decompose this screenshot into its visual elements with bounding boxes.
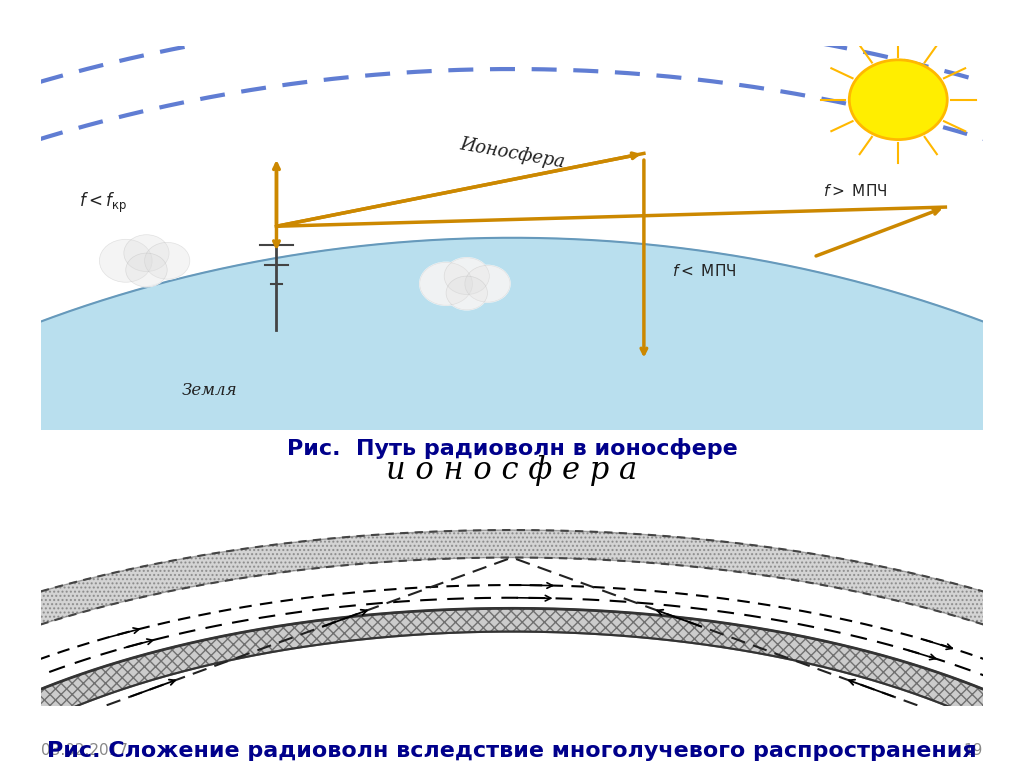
- Circle shape: [420, 262, 472, 305]
- Text: Ионосфера: Ионосфера: [458, 135, 566, 172]
- Text: $f <$ МПЧ: $f <$ МПЧ: [672, 263, 736, 279]
- Circle shape: [126, 253, 167, 287]
- Polygon shape: [0, 608, 1024, 767]
- Text: 19: 19: [964, 742, 983, 758]
- Text: Рис. Сложение радиоволн вследствие многолучевого распространения: Рис. Сложение радиоволн вследствие много…: [47, 741, 977, 761]
- Circle shape: [444, 258, 489, 295]
- Circle shape: [144, 242, 189, 279]
- Circle shape: [465, 265, 510, 302]
- Text: 03.02.2017: 03.02.2017: [41, 742, 128, 758]
- Circle shape: [446, 276, 487, 310]
- Circle shape: [99, 239, 153, 282]
- Text: Рис.  Путь радиоволн в ионосфере: Рис. Путь радиоволн в ионосфере: [287, 438, 737, 459]
- Text: $f < f_{\rm кр}$: $f < f_{\rm кр}$: [79, 191, 127, 215]
- Text: $f >$ МПЧ: $f >$ МПЧ: [823, 183, 888, 199]
- Circle shape: [446, 276, 487, 310]
- Circle shape: [124, 235, 169, 272]
- Text: Земля: Земля: [182, 382, 238, 399]
- Circle shape: [144, 242, 189, 279]
- Circle shape: [99, 239, 153, 282]
- Polygon shape: [0, 530, 1024, 739]
- Circle shape: [420, 262, 472, 305]
- Circle shape: [124, 235, 169, 272]
- Circle shape: [126, 253, 167, 287]
- Circle shape: [444, 258, 489, 295]
- Circle shape: [465, 265, 510, 302]
- Text: и о н о с ф е р а: и о н о с ф е р а: [386, 456, 638, 486]
- Circle shape: [849, 60, 947, 140]
